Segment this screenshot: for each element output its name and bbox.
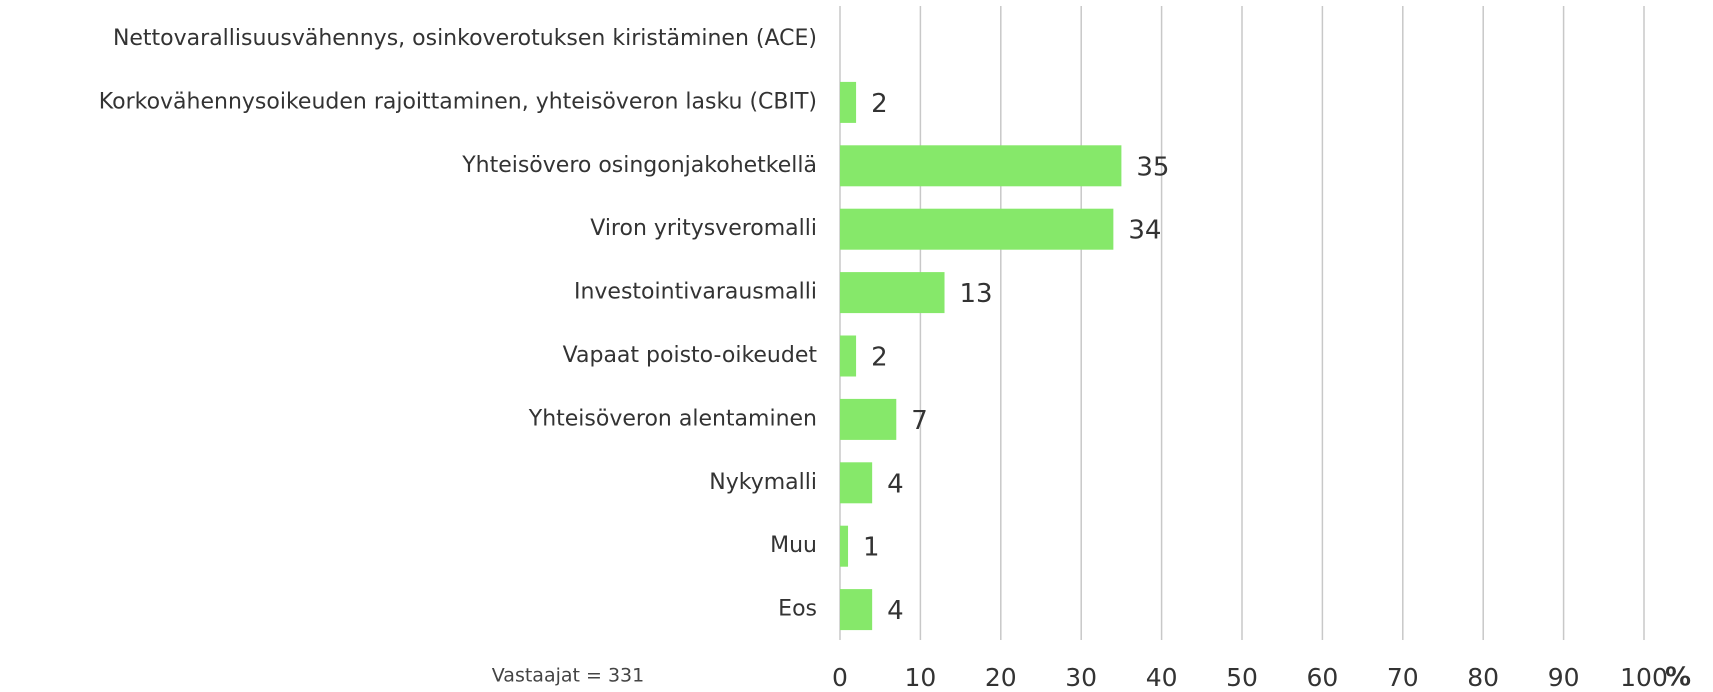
bar bbox=[840, 589, 873, 631]
x-tick-label: 20 bbox=[985, 663, 1017, 692]
data-label: 1 bbox=[863, 533, 880, 563]
annotation: Vastaajat = 331 bbox=[492, 665, 644, 687]
x-tick-label: 70 bbox=[1387, 663, 1419, 692]
bar bbox=[840, 398, 897, 440]
x-tick-label: 0 bbox=[832, 663, 848, 692]
y-tick-label: Vapaat poisto-oikeudet bbox=[563, 343, 818, 368]
data-label: 4 bbox=[887, 596, 904, 626]
data-label: 2 bbox=[871, 89, 888, 119]
y-tick-label: Yhteisöveron alentaminen bbox=[528, 406, 817, 431]
data-label: 35 bbox=[1136, 152, 1169, 182]
y-tick-label: Yhteisövero osingonjakohetkellä bbox=[461, 153, 817, 178]
bar bbox=[840, 208, 1114, 250]
data-label: 4 bbox=[887, 469, 904, 499]
axis-unit: % bbox=[1665, 663, 1691, 692]
x-tick-label: 100 bbox=[1620, 663, 1668, 692]
x-tick-label: 80 bbox=[1467, 663, 1499, 692]
data-label: 34 bbox=[1128, 216, 1161, 246]
x-tick-label: 30 bbox=[1065, 663, 1097, 692]
x-tick-label: 50 bbox=[1226, 663, 1258, 692]
bar bbox=[840, 272, 945, 314]
bar bbox=[840, 462, 873, 504]
bar bbox=[840, 525, 849, 567]
y-tick-label: Investointivarausmalli bbox=[574, 280, 817, 305]
x-tick-label: 60 bbox=[1306, 663, 1338, 692]
data-label: 2 bbox=[871, 343, 888, 373]
x-tick-label: 90 bbox=[1548, 663, 1580, 692]
y-tick-label: Viron yritysveromalli bbox=[590, 216, 817, 241]
data-label: 13 bbox=[960, 279, 993, 309]
y-tick-label: Korkovähennysoikeuden rajoittaminen, yht… bbox=[99, 89, 817, 114]
x-tick-label: 40 bbox=[1146, 663, 1178, 692]
x-tick-label: 10 bbox=[904, 663, 936, 692]
y-tick-label: Muu bbox=[770, 533, 817, 558]
y-tick-label: Nettovarallisuusvähennys, osinkoverotuks… bbox=[113, 26, 817, 51]
data-label: 7 bbox=[911, 406, 928, 436]
bar bbox=[840, 81, 857, 123]
bar bbox=[840, 335, 857, 377]
bar bbox=[840, 145, 1122, 187]
y-tick-label: Nykymalli bbox=[709, 470, 817, 495]
y-tick-label: Eos bbox=[778, 597, 817, 622]
